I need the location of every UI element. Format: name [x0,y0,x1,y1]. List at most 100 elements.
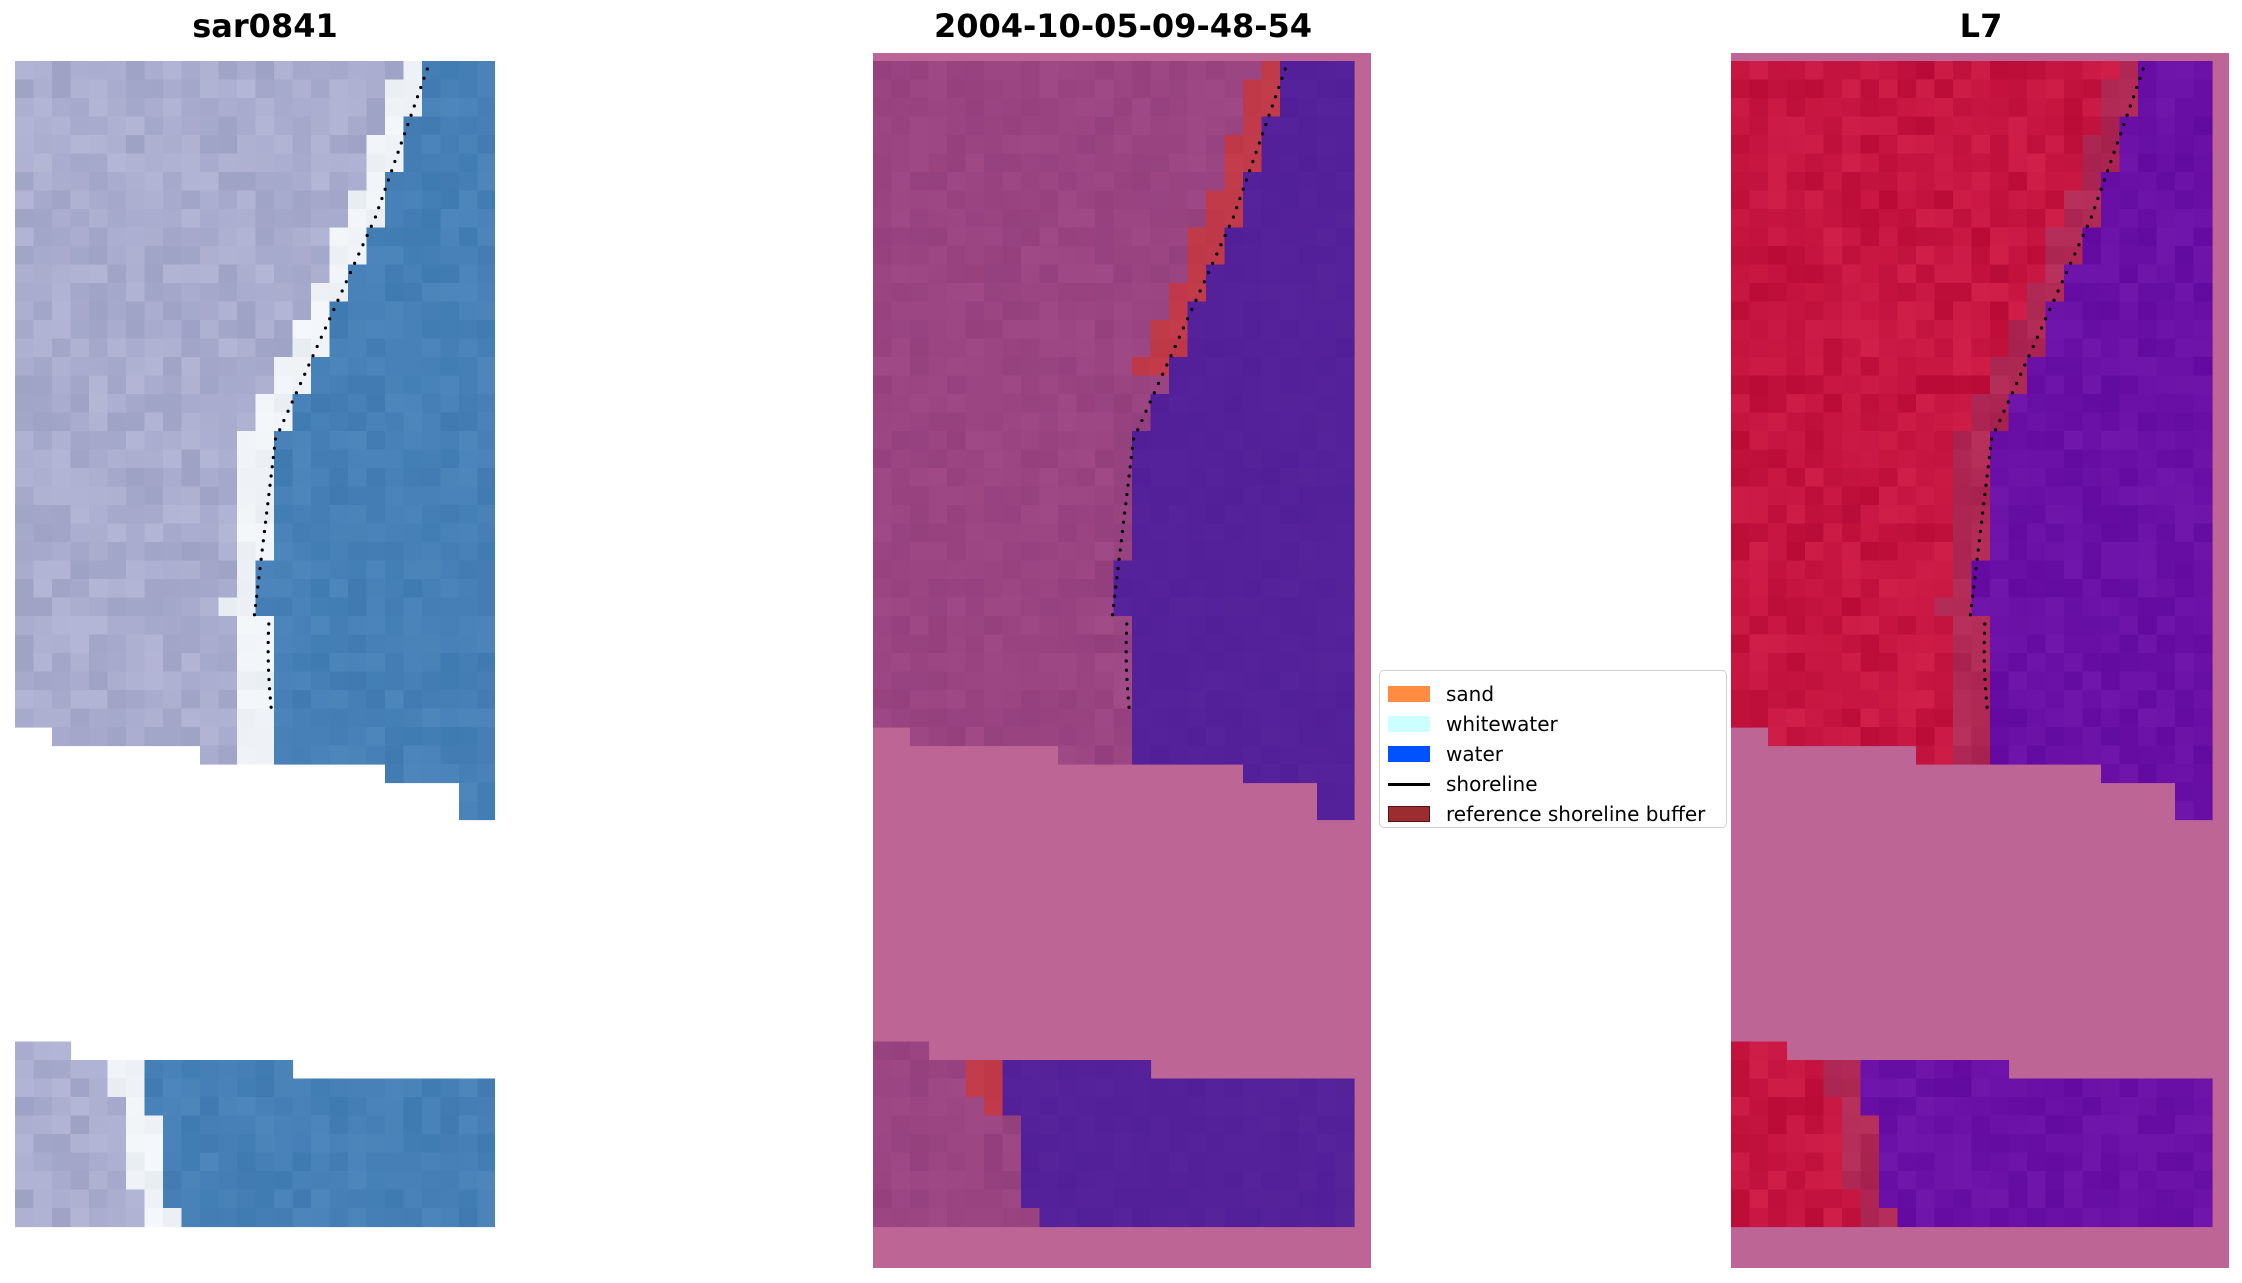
raster-pixel [1132,597,1152,617]
raster-pixel [910,468,930,488]
raster-pixel [1058,1060,1078,1080]
raster-pixel [403,394,423,414]
raster-pixel [422,727,442,747]
shoreline-point [2069,261,2073,265]
raster-pixel [1749,1152,1769,1172]
raster-pixel [2156,1115,2176,1135]
raster-pixel [107,264,127,284]
raster-pixel [2064,209,2084,229]
raster-pixel [311,579,331,599]
raster-pixel [891,61,911,81]
raster-pixel [2119,227,2139,247]
raster-pixel [1224,338,1244,358]
raster-pixel [2156,190,2176,210]
raster-pixel [440,1115,460,1135]
raster-pixel [1132,560,1152,580]
raster-pixel [459,579,479,599]
raster-pixel [1990,375,2010,395]
raster-pixel [1786,431,1806,451]
raster-pixel [1261,227,1281,247]
raster-pixel [1039,690,1059,710]
shoreline-point [1244,178,1248,182]
raster-pixel [237,227,257,247]
shoreline-point [419,85,423,90]
raster-pixel [366,634,386,654]
raster-pixel [477,98,495,118]
raster-pixel [1206,412,1226,432]
raster-pixel [1058,357,1078,377]
raster-pixel [144,1171,164,1191]
raster-pixel [1786,79,1806,99]
shoreline-point [282,418,286,423]
raster-pixel [1953,431,1973,451]
raster-pixel [2101,283,2121,303]
raster-pixel [1953,1097,1973,1117]
shoreline-point [1283,67,1287,71]
raster-pixel [311,227,331,247]
raster-pixel [1280,190,1300,210]
raster-pixel [2138,579,2158,599]
raster-pixel [891,431,911,451]
raster-pixel [440,190,460,210]
raster-pixel [1860,690,1880,710]
raster-pixel [891,264,911,284]
raster-pixel [1058,98,1078,118]
raster-pixel [385,1171,405,1191]
raster-pixel [2138,764,2158,784]
raster-pixel [1039,597,1059,617]
raster-pixel [1971,1078,1991,1098]
raster-pixel [1150,1115,1170,1135]
raster-pixel [1187,634,1207,654]
raster-pixel [1280,116,1300,136]
legend: sand whitewater water shoreline referenc… [1379,670,1727,828]
raster-pixel [89,542,109,562]
raster-pixel [311,653,331,673]
raster-pixel [1879,505,1899,525]
raster-pixel [1897,727,1917,747]
raster-pixel [1953,98,1973,118]
raster-pixel [366,1134,386,1154]
raster-pixel [422,394,442,414]
raster-pixel [965,542,985,562]
raster-pixel [348,264,368,284]
raster-pixel [2064,745,2084,765]
raster-pixel [329,597,349,617]
raster-pixel [274,579,294,599]
raster-pixel [385,79,405,99]
raster-pixel [873,708,893,728]
raster-pixel [2045,708,2065,728]
raster-pixel [52,727,72,747]
raster-pixel [107,172,127,192]
raster-pixel [33,375,53,395]
raster-pixel [1058,135,1078,155]
legend-item-buffer: reference shoreline buffer [1388,799,1726,829]
raster-pixel [2082,116,2102,136]
raster-pixel [200,579,220,599]
shoreline-point [1156,381,1161,386]
raster-pixel [1169,1134,1189,1154]
raster-pixel [274,505,294,525]
raster-pixel [1786,153,1806,173]
raster-pixel [15,357,35,377]
raster-pixel [891,1134,911,1154]
raster-pixel [1058,1152,1078,1172]
raster-pixel [422,579,442,599]
raster-pixel [1786,468,1806,488]
raster-pixel [2138,79,2158,99]
raster-pixel [891,116,911,136]
raster-pixel [403,375,423,395]
shoreline-point [1988,446,1993,450]
raster-pixel [292,1097,312,1117]
raster-pixel [311,634,331,654]
raster-pixel [2175,653,2195,673]
raster-pixel [1298,190,1318,210]
raster-pixel [2175,1189,2195,1209]
raster-pixel [163,79,183,99]
raster-pixel [891,135,911,155]
raster-pixel [218,320,238,340]
raster-pixel [1076,579,1096,599]
raster-pixel [1150,320,1170,340]
raster-pixel [15,246,35,266]
raster-pixel [1298,153,1318,173]
raster-pixel [1990,523,2010,543]
